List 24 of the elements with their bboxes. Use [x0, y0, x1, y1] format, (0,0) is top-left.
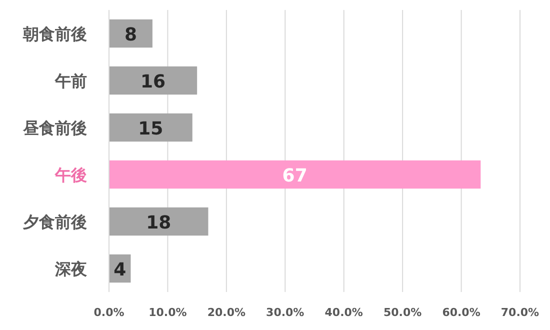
bar: [109, 207, 208, 236]
annotation: 15: [138, 118, 164, 140]
annotation: 67: [282, 166, 308, 186]
bar: [109, 160, 481, 189]
x-tick-label: 70.0%: [500, 306, 540, 319]
annotation: 18: [146, 212, 172, 234]
x-tick-label: 50.0%: [383, 306, 422, 319]
annotation: 4: [114, 260, 126, 280]
x-tick-label: 40.0%: [324, 306, 363, 319]
bar: [109, 66, 198, 95]
y-tick-label: 午前: [54, 72, 87, 90]
x-tick-label: 30.0%: [266, 306, 304, 319]
x-tick-label: 10.0%: [148, 306, 187, 319]
bar: [109, 113, 192, 142]
x-tick-label: 0.0%: [94, 306, 124, 319]
y-tick-label: 朝食前後: [22, 24, 87, 44]
x-tick-label: 60.0%: [442, 306, 480, 319]
y-tick-label: 深夜: [54, 260, 88, 278]
y-tick-label: 午後: [54, 166, 87, 184]
y-tick-label: 夕食前後: [22, 212, 87, 232]
y-tick-label: 昼食前後: [22, 118, 87, 138]
annotation: 16: [140, 72, 166, 92]
annotation: 8: [124, 24, 137, 46]
x-tick-label: 20.0%: [207, 306, 246, 319]
